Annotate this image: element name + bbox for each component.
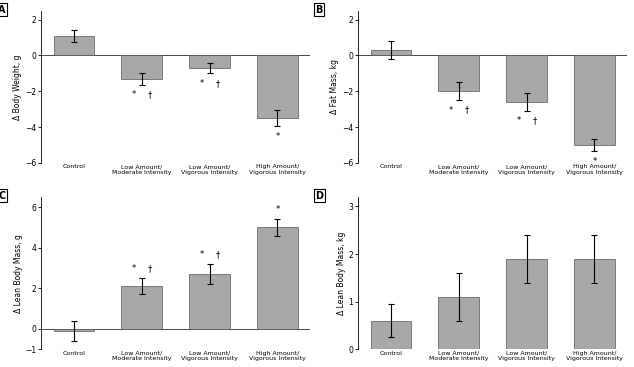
Text: *: * <box>131 264 136 273</box>
Y-axis label: Δ Fat Mass, kg: Δ Fat Mass, kg <box>330 59 339 115</box>
Bar <box>507 55 547 102</box>
Bar <box>257 228 298 329</box>
Y-axis label: Δ Lean Body Mass, g: Δ Lean Body Mass, g <box>13 234 23 313</box>
Y-axis label: Δ Lean Body Mass, kg: Δ Lean Body Mass, kg <box>337 232 346 315</box>
Bar <box>121 286 162 329</box>
Bar <box>438 297 479 349</box>
Bar <box>507 259 547 349</box>
Text: *: * <box>516 116 521 126</box>
Text: *: * <box>131 90 136 99</box>
Bar <box>190 55 230 68</box>
Bar <box>53 36 94 55</box>
Text: C: C <box>0 191 6 201</box>
Text: †: † <box>216 250 220 259</box>
Bar <box>438 55 479 91</box>
Bar <box>574 55 615 145</box>
Text: D: D <box>315 191 323 201</box>
Bar <box>190 274 230 329</box>
Text: †: † <box>216 79 220 88</box>
Y-axis label: Δ Body Weight, g: Δ Body Weight, g <box>13 54 22 120</box>
Text: *: * <box>199 79 204 88</box>
Text: *: * <box>275 132 280 141</box>
Text: †: † <box>465 106 469 115</box>
Bar <box>257 55 298 118</box>
Bar <box>121 55 162 79</box>
Text: †: † <box>148 264 152 273</box>
Text: *: * <box>199 250 204 259</box>
Text: *: * <box>592 157 597 166</box>
Bar <box>574 259 615 349</box>
Text: *: * <box>448 106 453 115</box>
Text: B: B <box>315 5 323 15</box>
Bar <box>53 329 94 331</box>
Text: †: † <box>148 90 152 99</box>
Bar <box>370 321 411 349</box>
Bar <box>370 50 411 55</box>
Text: †: † <box>533 116 537 126</box>
Text: A: A <box>0 5 6 15</box>
Text: *: * <box>275 205 280 214</box>
